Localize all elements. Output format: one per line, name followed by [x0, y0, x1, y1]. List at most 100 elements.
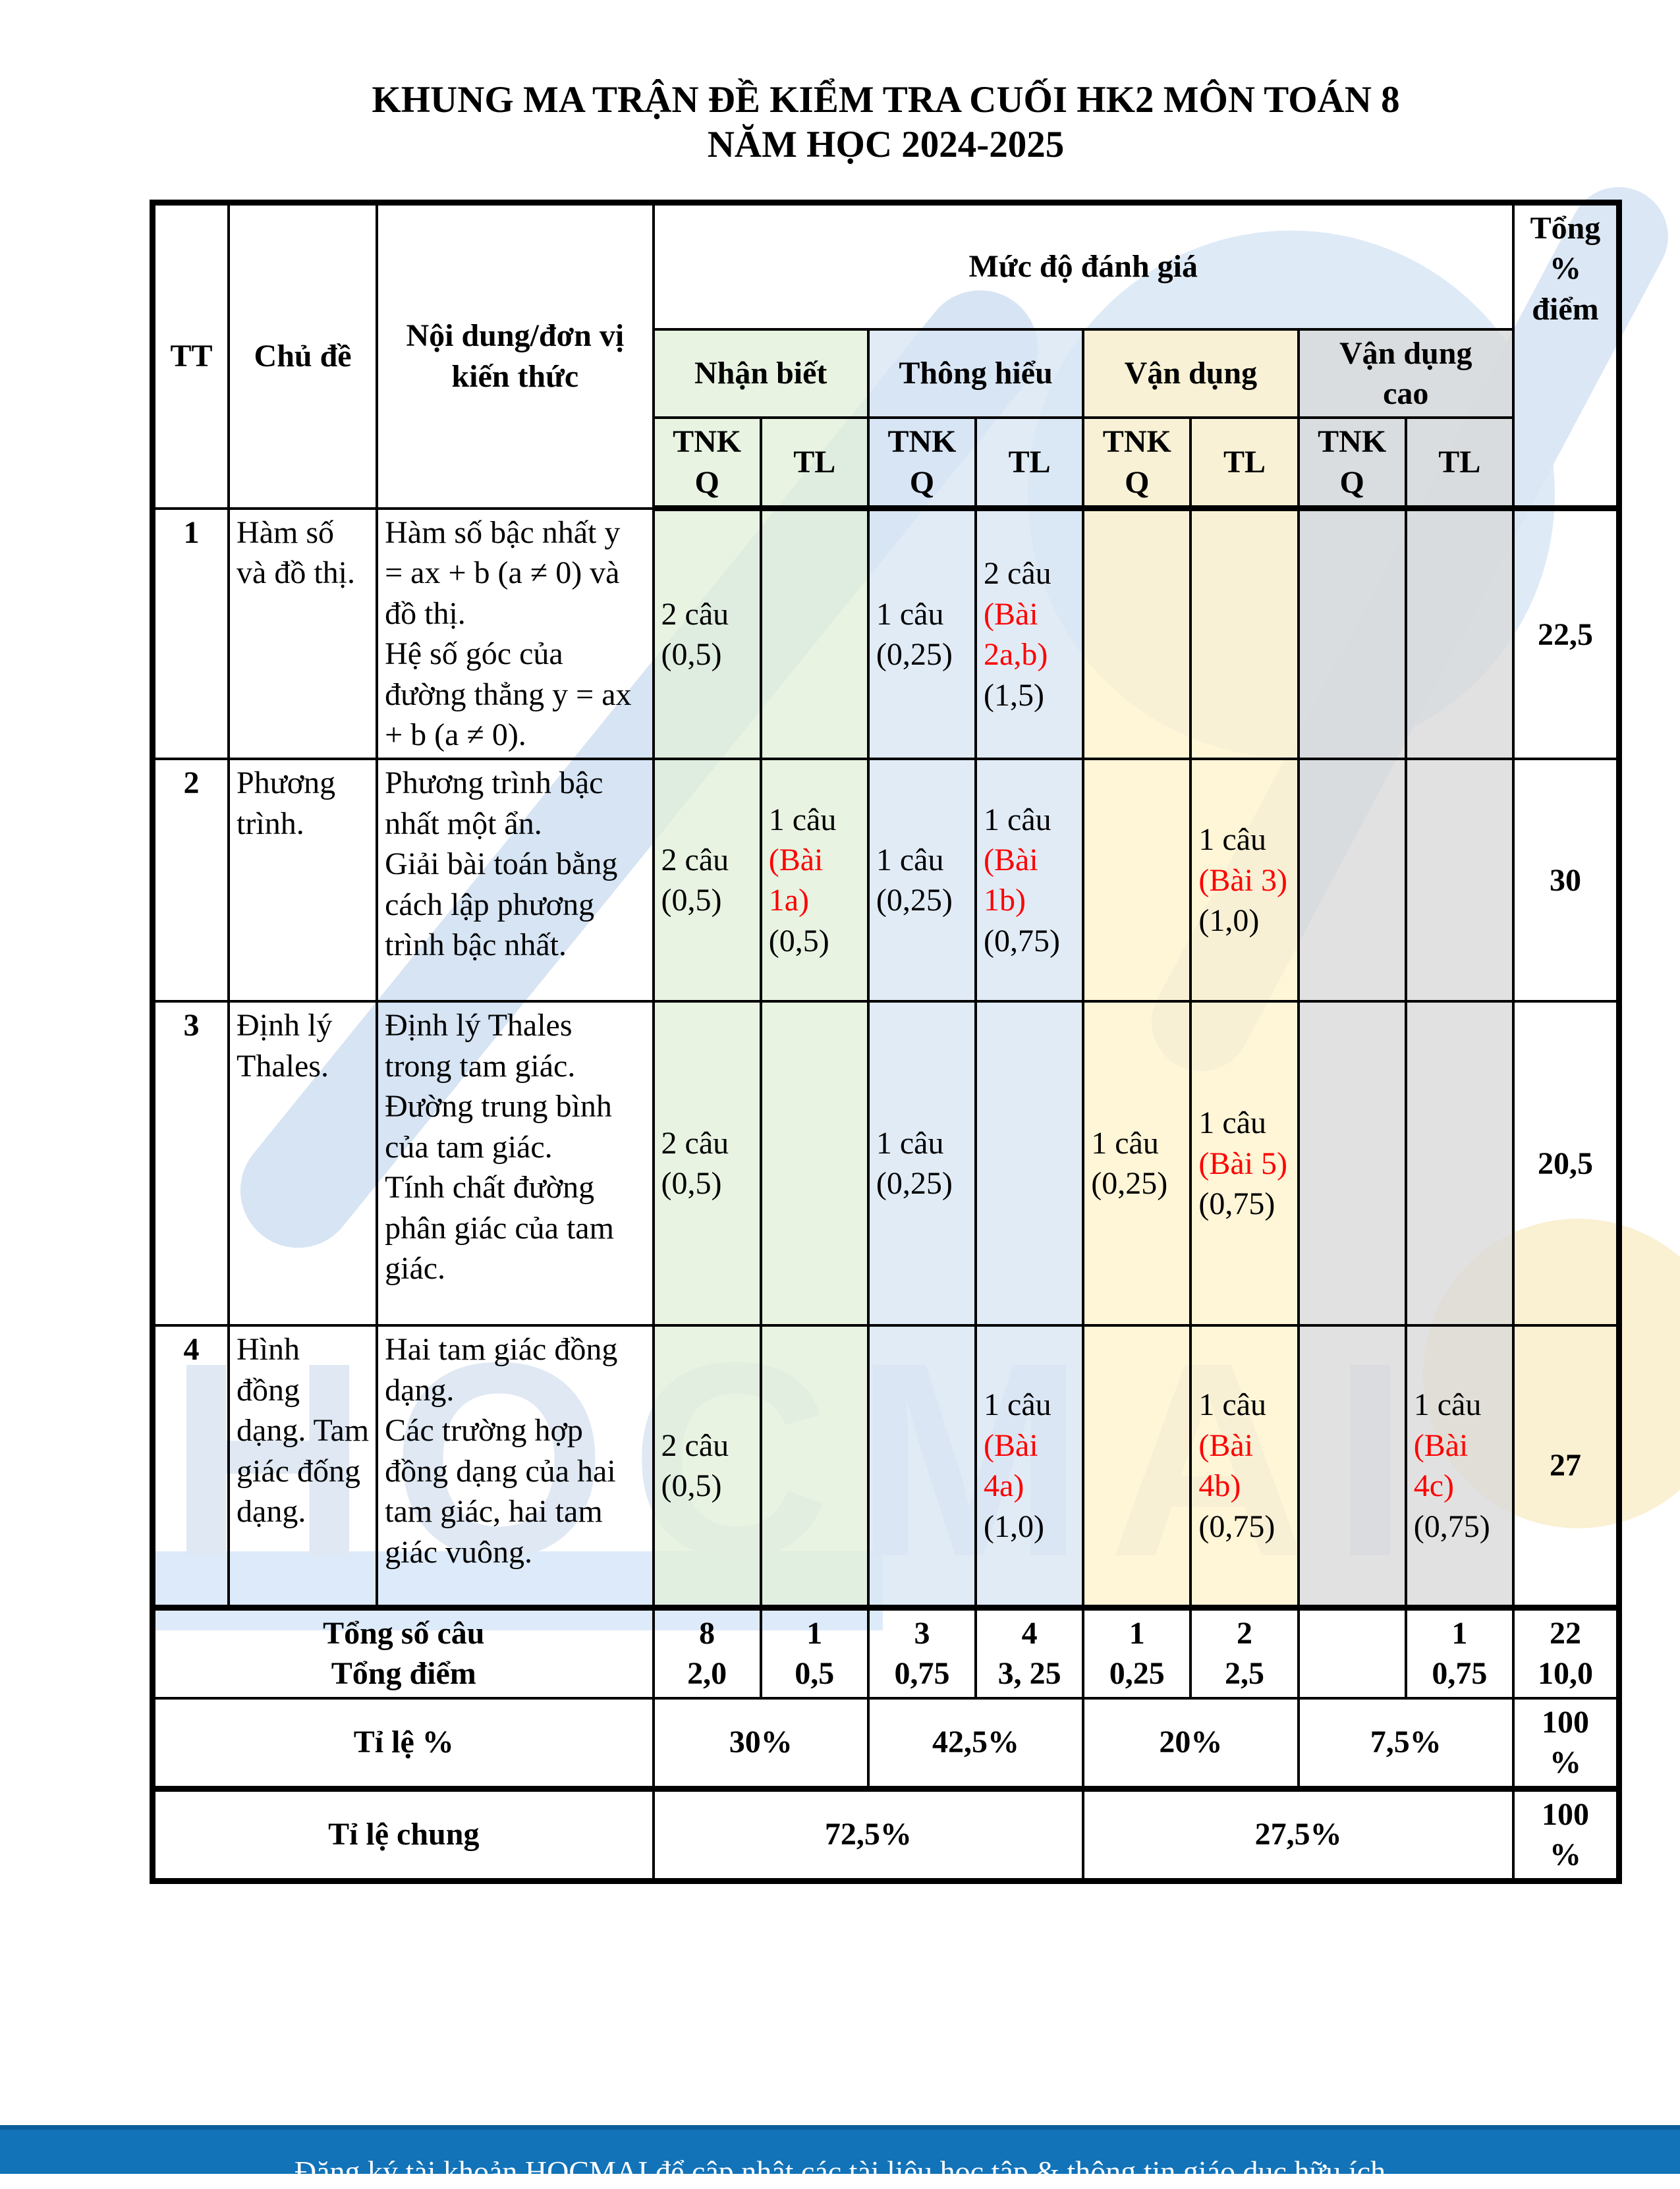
cell-vdc-tl: 1 câu (Bài 4c) (0,75) [1404, 1324, 1515, 1611]
ti-le-van-dung-cao: 7,5% [1297, 1696, 1515, 1790]
totals-label: Tổng số câu Tổng điểm [151, 1604, 655, 1700]
cell-nb-tl [759, 1324, 870, 1611]
cell-vd-tnkq [1082, 507, 1192, 761]
cell-nb-tnkq: 2 câu (0,5) [652, 1324, 762, 1611]
totals-tong: 22 10,0 [1511, 1604, 1621, 1700]
cell-th-tl: 1 câu (Bài 1b) (0,75) [974, 758, 1085, 1003]
cell-th-tl [974, 1000, 1085, 1327]
cell-vdc-tnkq [1297, 758, 1407, 1003]
ti-le-chung-tong: 100 % [1511, 1785, 1621, 1882]
ti-le-chung-label: Tỉ lệ chung [151, 1785, 655, 1882]
cell-chu-de: Hàm số và đồ thị. [227, 507, 379, 761]
ti-le-chung-nb-th: 72,5% [652, 1785, 1085, 1882]
bai-reference: (Bài 5) [1198, 1146, 1288, 1181]
header-nhan-biet: Nhận biết [652, 327, 870, 420]
cell-nb-tnkq: 2 câu (0,5) [652, 1000, 762, 1327]
header-tong-phan-tram-diem: Tổng % điểm [1511, 201, 1621, 512]
cell-th-tnkq: 1 câu (0,25) [866, 1000, 978, 1327]
totals-vdc-tnkq [1297, 1604, 1407, 1700]
cell-tong: 27 [1511, 1324, 1621, 1611]
cell-vd-tl: 1 câu (Bài 5) (0,75) [1189, 1000, 1300, 1327]
cell-vd-tl: 1 câu (Bài 4b) (0,75) [1189, 1324, 1300, 1611]
cell-tt: 1 [151, 507, 231, 761]
bai-reference: (Bài 4b) [1198, 1427, 1254, 1504]
ti-le-tong: 100 % [1511, 1696, 1621, 1790]
cell-vd-tnkq [1082, 758, 1192, 1003]
ti-le-nhan-biet: 30% [652, 1696, 870, 1790]
cell-tong: 30 [1511, 758, 1621, 1003]
header-vd-tnkq: TNKQ [1082, 416, 1192, 512]
table-row-2: 2 Phương trình. Phương trình bậc nhất mộ… [151, 758, 1621, 1003]
table-row-3: 3 Định lý Thales. Định lý Thales trong t… [151, 1000, 1621, 1327]
header-chu-de: Chủ đề [227, 201, 379, 510]
cell-vd-tl: 1 câu (Bài 3) (1,0) [1189, 758, 1300, 1003]
header-vdc-tl: TL [1404, 416, 1515, 512]
footer-banner: Đăng ký tài khoản HOCMAI để cập nhật các… [0, 2125, 1680, 2188]
cell-noi-dung: Hai tam giác đồng dạng. Các trường hợp đ… [376, 1324, 655, 1611]
totals-nb-tl: 1 0,5 [759, 1604, 870, 1700]
totals-th-tnkq: 3 0,75 [866, 1604, 978, 1700]
page-title: KHUNG MA TRẬN ĐỀ KIỂM TRA CUỐI HK2 MÔN T… [150, 78, 1622, 168]
bai-reference: (Bài 3) [1198, 862, 1288, 898]
cell-nb-tl [759, 507, 870, 761]
totals-vdc-tl: 1 0,75 [1404, 1604, 1515, 1700]
cell-nb-tnkq: 2 câu (0,5) [652, 507, 762, 761]
cell-th-tnkq [866, 1324, 978, 1611]
cell-vdc-tnkq [1297, 1000, 1407, 1327]
cell-tt: 3 [151, 1000, 231, 1327]
cell-noi-dung: Hàm số bậc nhất y = ax + b (a ≠ 0) và đồ… [376, 507, 655, 761]
totals-row: Tổng số câu Tổng điểm 8 2,0 1 0,5 3 0,75 4 3,… [151, 1604, 1621, 1700]
header-van-dung-cao: Vận dụng cao [1297, 327, 1515, 420]
cell-tt: 4 [151, 1324, 231, 1611]
bai-reference: (Bài 1b) [984, 842, 1038, 918]
header-row-1: TT Chủ đề Nội dung/đơn vị kiến thức Mức … [151, 201, 1621, 512]
header-nb-tnkq: TNKQ [652, 416, 762, 512]
header-vd-tl: TL [1189, 416, 1300, 512]
bai-reference: (Bài 1a) [768, 842, 824, 918]
footer-text: Đăng ký tài khoản HOCMAI để cập nhật các… [294, 2155, 1386, 2188]
table-row-1: 1 Hàm số và đồ thị. Hàm số bậc nhất y = … [151, 507, 1621, 761]
page-title-line1: KHUNG MA TRẬN ĐỀ KIỂM TRA CUỐI HK2 MÔN T… [372, 79, 1400, 121]
cell-th-tnkq: 1 câu (0,25) [866, 507, 978, 761]
cell-vdc-tl [1404, 507, 1515, 761]
header-vdc-tnkq: TNKQ [1297, 416, 1407, 512]
ti-le-row: Tỉ lệ % 30% 42,5% 20% 7,5% 100 % [151, 1696, 1621, 1790]
ti-le-thong-hieu: 42,5% [866, 1696, 1085, 1790]
cell-noi-dung: Phương trình bậc nhất một ẩn. Giải bài t… [376, 758, 655, 1003]
bai-reference: (Bài 4a) [984, 1427, 1038, 1504]
totals-th-tl: 4 3, 25 [974, 1604, 1085, 1700]
ti-le-chung-row: Tỉ lệ chung 72,5% 27,5% 100 % [151, 1785, 1621, 1882]
cell-th-tl: 1 câu (Bài 4a) (1,0) [974, 1324, 1085, 1611]
cell-chu-de: Định lý Thales. [227, 1000, 379, 1327]
cell-nb-tl [759, 1000, 870, 1327]
cell-tong: 22,5 [1511, 507, 1621, 761]
cell-chu-de: Hình đồng dạng. Tam giác đống dạng. [227, 1324, 379, 1611]
header-noi-dung: Nội dung/đơn vị kiến thức [376, 201, 655, 510]
cell-nb-tl: 1 câu (Bài 1a) (0,5) [759, 758, 870, 1003]
cell-vd-tl [1189, 507, 1300, 761]
header-th-tnkq: TNKQ [866, 416, 978, 512]
totals-vd-tnkq: 1 0,25 [1082, 1604, 1192, 1700]
ti-le-label: Tỉ lệ % [151, 1696, 655, 1790]
totals-nb-tnkq: 8 2,0 [652, 1604, 762, 1700]
ti-le-van-dung: 20% [1082, 1696, 1300, 1790]
header-muc-do-danh-gia: Mức độ đánh giá [652, 201, 1515, 331]
cell-th-tl: 2 câu (Bài 2a,b) (1,5) [974, 507, 1085, 761]
cell-vd-tnkq: 1 câu (0,25) [1082, 1000, 1192, 1327]
cell-tong: 20,5 [1511, 1000, 1621, 1327]
ti-le-chung-vd-vdc: 27,5% [1082, 1785, 1515, 1882]
header-tt: TT [151, 201, 231, 510]
header-th-tl: TL [974, 416, 1085, 512]
header-van-dung: Vận dụng [1082, 327, 1300, 420]
table-row-4: 4 Hình đồng dạng. Tam giác đống dạng. Ha… [151, 1324, 1621, 1611]
header-nb-tl: TL [759, 416, 870, 512]
bai-reference: (Bài 2a,b) [984, 596, 1048, 673]
cell-vdc-tnkq [1297, 1324, 1407, 1611]
cell-tt: 2 [151, 758, 231, 1003]
exam-matrix-table: TT Chủ đề Nội dung/đơn vị kiến thức Mức … [150, 200, 1622, 1884]
bai-reference: (Bài 4c) [1413, 1427, 1469, 1504]
cell-chu-de: Phương trình. [227, 758, 379, 1003]
cell-th-tnkq: 1 câu (0,25) [866, 758, 978, 1003]
cell-vdc-tl [1404, 758, 1515, 1003]
